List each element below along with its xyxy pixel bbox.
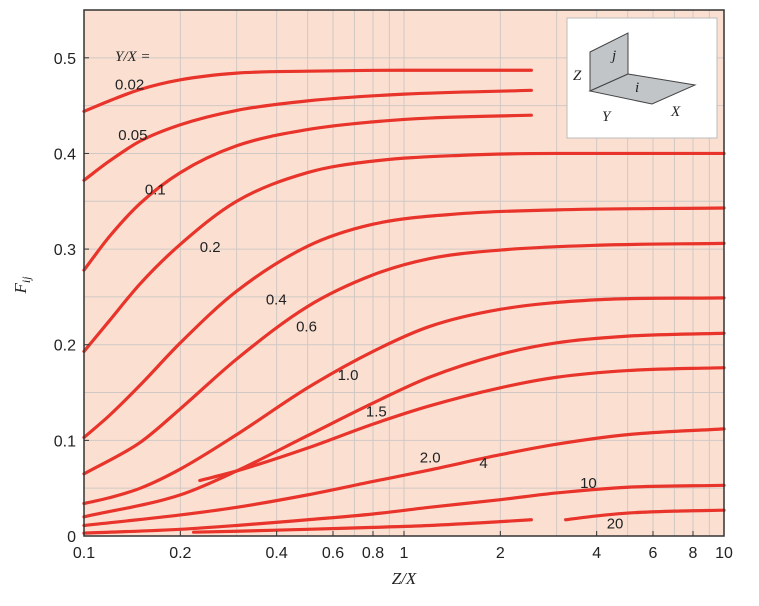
inset-label-z: Z bbox=[573, 68, 582, 84]
curves bbox=[82, 68, 726, 535]
series-label-2-0: 2.0 bbox=[420, 449, 441, 466]
series-curve-2-0 bbox=[198, 366, 726, 483]
y-tick-label: 0.3 bbox=[54, 242, 76, 259]
inset-label-i: i bbox=[635, 80, 639, 96]
series-label-0-4: 0.4 bbox=[266, 292, 287, 309]
inset-label-x: X bbox=[670, 104, 681, 120]
series-curve-unlabeled bbox=[191, 518, 533, 534]
series-label-20: 20 bbox=[607, 515, 624, 532]
inset-label-y: Y bbox=[602, 109, 612, 125]
y-axis-title: Fij bbox=[11, 276, 33, 295]
curve-labels: 0.02 0.05 0.1 0.2 0.4 0.6 1.0 1.5 2.0 4 10 20 bbox=[115, 76, 623, 532]
series-curve-0-2 bbox=[82, 151, 726, 354]
legend-title: Y/X = bbox=[115, 49, 151, 65]
y-axis-title-sub: ij bbox=[19, 276, 33, 283]
series-curve-0-6 bbox=[82, 241, 726, 476]
series-curve-0-05 bbox=[82, 88, 533, 182]
x-tick-label: 0.8 bbox=[362, 545, 384, 562]
series-label-0-02: 0.02 bbox=[115, 76, 144, 93]
series-label-0-1: 0.1 bbox=[145, 182, 166, 199]
x-tick-label: 0.1 bbox=[73, 545, 95, 562]
series-label-1-0: 1.0 bbox=[338, 367, 359, 384]
series-label-0-2: 0.2 bbox=[200, 239, 221, 256]
y-tick-label: 0.4 bbox=[54, 146, 76, 163]
series-curve-0-4 bbox=[82, 206, 726, 440]
inset-plane-i bbox=[588, 73, 697, 105]
x-tick-label: 0.6 bbox=[322, 545, 344, 562]
x-tick-label: 1 bbox=[400, 545, 409, 562]
series-curve-1-5 bbox=[82, 331, 726, 519]
x-tick-label: 8 bbox=[689, 545, 698, 562]
series-label-4: 4 bbox=[479, 455, 487, 472]
series-curve-1-0 bbox=[82, 296, 726, 506]
inset-diagram: j i Z Y X bbox=[566, 17, 718, 139]
series-label-0-6: 0.6 bbox=[296, 318, 317, 335]
x-tick-label: 0.2 bbox=[169, 545, 191, 562]
series-curve-0-02 bbox=[82, 68, 533, 113]
x-tick-label: 10 bbox=[715, 545, 733, 562]
y-tick-label: 0.1 bbox=[54, 433, 76, 450]
y-axis-title-main: F bbox=[11, 283, 30, 295]
series-curve-0-1 bbox=[82, 113, 533, 272]
series-curve-20 bbox=[564, 508, 726, 522]
plot-frame bbox=[83, 9, 725, 537]
inset-label-j: j bbox=[610, 48, 616, 64]
x-tick-label: 0.4 bbox=[266, 545, 288, 562]
y-tick-label: 0.5 bbox=[54, 51, 76, 68]
x-tick-label: 4 bbox=[592, 545, 601, 562]
series-label-0-05: 0.05 bbox=[118, 127, 147, 144]
series-label-10: 10 bbox=[580, 475, 597, 492]
series-curve-10 bbox=[82, 483, 726, 535]
series-curve-4 bbox=[82, 427, 726, 528]
x-tick-label: 2 bbox=[496, 545, 505, 562]
y-tick-label: 0.2 bbox=[54, 338, 76, 355]
series-label-1-5: 1.5 bbox=[366, 403, 387, 420]
x-tick-label: 6 bbox=[649, 545, 658, 562]
x-axis-title: Z/X bbox=[392, 569, 417, 588]
y-tick-label: 0 bbox=[67, 529, 76, 546]
